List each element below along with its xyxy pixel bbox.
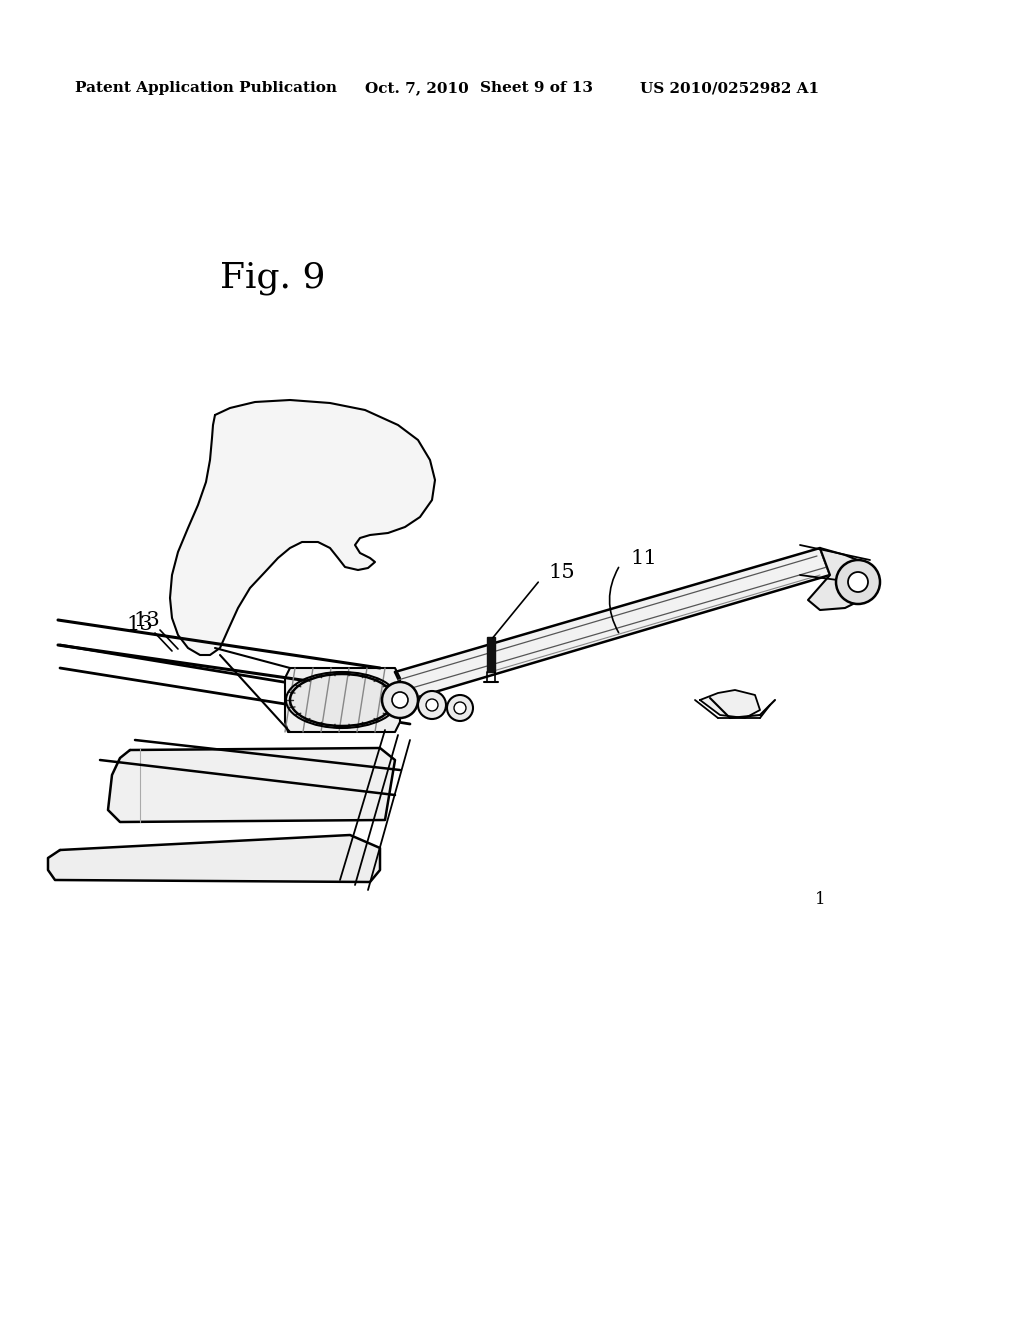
Text: US 2010/0252982 A1: US 2010/0252982 A1: [640, 81, 819, 95]
Text: 11: 11: [630, 549, 656, 568]
Text: Sheet 9 of 13: Sheet 9 of 13: [480, 81, 593, 95]
Text: Patent Application Publication: Patent Application Publication: [75, 81, 337, 95]
Circle shape: [382, 682, 418, 718]
Polygon shape: [395, 548, 830, 700]
Polygon shape: [808, 548, 874, 610]
Ellipse shape: [290, 675, 394, 726]
Circle shape: [848, 572, 868, 591]
Polygon shape: [48, 836, 380, 882]
Text: 13: 13: [127, 615, 154, 634]
Text: 15: 15: [548, 562, 574, 582]
Text: 13: 13: [133, 610, 161, 630]
Circle shape: [454, 702, 466, 714]
Polygon shape: [700, 690, 760, 718]
Circle shape: [836, 560, 880, 605]
Text: Fig. 9: Fig. 9: [220, 261, 326, 294]
Polygon shape: [170, 400, 435, 655]
Polygon shape: [487, 638, 495, 672]
Polygon shape: [108, 748, 395, 822]
Polygon shape: [285, 668, 400, 733]
Text: 1: 1: [815, 891, 825, 908]
Circle shape: [447, 696, 473, 721]
Text: Oct. 7, 2010: Oct. 7, 2010: [365, 81, 469, 95]
Circle shape: [418, 690, 446, 719]
Circle shape: [392, 692, 408, 708]
Circle shape: [426, 700, 438, 711]
